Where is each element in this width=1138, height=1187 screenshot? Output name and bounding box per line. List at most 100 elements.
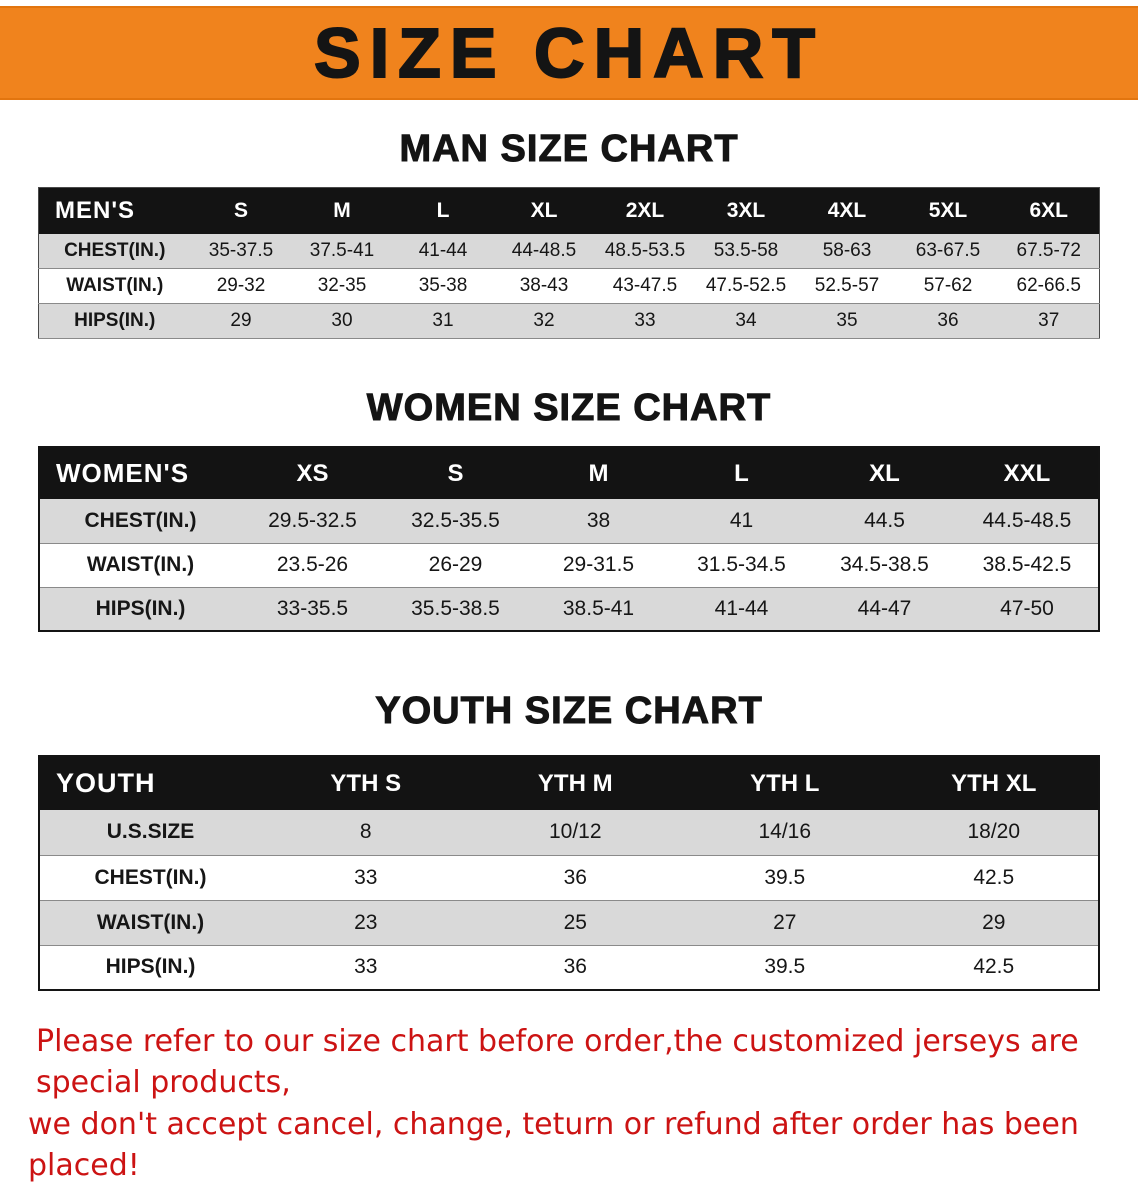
size-column-header: S <box>447 459 464 487</box>
size-value-cell: 36 <box>563 865 587 889</box>
size-table-row: WAIST(IN.) 23.5-26 26-29 29-31.5 31.5-34.5 34… <box>39 543 1099 587</box>
size-column-header: 6XL <box>1029 198 1068 222</box>
notice-line-2: we don't accept cancel, change, teturn o… <box>28 1106 1079 1184</box>
size-value-cell: 29 <box>230 310 252 331</box>
size-value-cell: 32.5-35.5 <box>411 508 500 532</box>
size-column-header: M <box>588 459 609 487</box>
size-column-header: S <box>233 198 248 222</box>
size-column-header: 5XL <box>928 198 968 222</box>
measurement-label: HIPS(IN.) <box>74 310 156 331</box>
size-value-cell: 8 <box>359 820 372 844</box>
size-value-cell: 33 <box>634 310 656 331</box>
table-corner-label: MEN'S <box>55 196 136 224</box>
men-size-section: MAN SIZE CHART MEN'S S M L XL 2XL 3XL 4XL 5XL 6XL… <box>0 128 1138 339</box>
notice-line-1: Please refer to our size chart before or… <box>36 1024 1079 1101</box>
size-value-cell: 29 <box>982 910 1006 934</box>
size-value-cell: 48.5-53.5 <box>604 239 686 261</box>
size-column-header: YTH M <box>537 769 613 797</box>
size-value-cell: 23.5-26 <box>276 553 349 576</box>
size-column-header: 2XL <box>625 198 665 222</box>
size-value-cell: 26-29 <box>428 553 483 576</box>
size-table-row: CHEST(IN.) 29.5-32.5 32.5-35.5 38 41 44.5 44.5… <box>39 499 1099 543</box>
youth-size-table: YOUTH YTH S YTH M YTH L YTH XL U.S.SIZE 8 10/12… <box>38 755 1100 991</box>
size-table-row: CHEST(IN.) 33 36 39.5 42.5 <box>39 855 1099 900</box>
size-value-cell: 35-37.5 <box>208 239 274 261</box>
men-size-table: MEN'S S M L XL 2XL 3XL 4XL 5XL 6XL CHEST(IN.) 35-37… <box>38 187 1100 339</box>
measurement-label: CHEST(IN.) <box>64 239 166 261</box>
size-table-header-row: WOMEN'S XS S M L XL XXL <box>39 447 1099 499</box>
size-value-cell: 29.5-32.5 <box>268 508 357 532</box>
size-value-cell: 32-35 <box>317 275 367 296</box>
size-value-cell: 30 <box>331 310 353 331</box>
youth-size-section: YOUTH SIZE CHART YOUTH YTH S YTH M YTH L YTH… <box>0 690 1138 991</box>
youth-section-heading: YOUTH SIZE CHART <box>375 690 763 733</box>
size-value-cell: 52.5-57 <box>814 275 880 296</box>
measurement-label: CHEST(IN.) <box>84 508 197 532</box>
size-column-header: XL <box>869 459 900 487</box>
size-column-header: YTH S <box>330 769 402 797</box>
table-corner-label: YOUTH <box>56 768 156 798</box>
size-value-cell: 62-66.5 <box>1016 275 1081 296</box>
size-value-cell: 29-31.5 <box>562 553 635 576</box>
size-value-cell: 41-44 <box>418 239 468 261</box>
size-table-row: HIPS(IN.) 29 30 31 32 33 34 35 36 37 <box>38 303 1100 339</box>
size-value-cell: 36 <box>563 955 587 979</box>
size-value-cell: 38.5-42.5 <box>982 553 1072 576</box>
size-column-header: L <box>734 459 749 487</box>
size-table-row: HIPS(IN.) 33-35.5 35.5-38.5 38.5-41 41-44 44-… <box>39 587 1099 631</box>
size-value-cell: 29-32 <box>216 275 266 296</box>
size-table-row: WAIST(IN.) 29-32 32-35 35-38 38-43 43-47.5 47.… <box>38 268 1100 304</box>
size-value-cell: 42.5 <box>973 865 1015 889</box>
measurement-label: WAIST(IN.) <box>66 275 164 296</box>
size-column-header: 3XL <box>726 198 766 222</box>
size-value-cell: 47-50 <box>1000 596 1054 620</box>
size-value-cell: 39.5 <box>764 865 806 889</box>
size-value-cell: 36 <box>937 310 959 331</box>
size-table-row: CHEST(IN.) 35-37.5 37.5-41 41-44 44-48.5 48.5… <box>38 233 1100 269</box>
size-value-cell: 34.5-38.5 <box>840 553 929 576</box>
size-value-cell: 33-35.5 <box>276 596 349 620</box>
size-value-cell: 18/20 <box>967 820 1021 844</box>
size-column-header: L <box>436 198 450 222</box>
size-value-cell: 41 <box>729 508 754 532</box>
size-column-header: XL <box>530 198 558 222</box>
size-value-cell: 57-62 <box>923 275 973 296</box>
order-notice: Please refer to our size chart before or… <box>28 1021 1112 1187</box>
size-value-cell: 41-44 <box>714 596 769 620</box>
size-value-cell: 42.5 <box>973 955 1015 979</box>
size-value-cell: 34 <box>735 310 757 331</box>
size-value-cell: 37 <box>1038 310 1060 331</box>
size-column-header: 4XL <box>827 198 867 222</box>
measurement-label: HIPS(IN.) <box>105 955 196 979</box>
size-value-cell: 37.5-41 <box>309 239 375 261</box>
women-section-heading: WOMEN SIZE CHART <box>366 387 772 430</box>
women-size-section: WOMEN SIZE CHART WOMEN'S XS S M L XL XXL CHEST(… <box>0 387 1138 632</box>
size-chart-banner: SIZE CHART <box>0 6 1138 100</box>
size-value-cell: 39.5 <box>764 955 806 979</box>
size-chart-page: SIZE CHART MAN SIZE CHART MEN'S S M L XL 2XL 3… <box>0 6 1138 1187</box>
size-table-header-row: MEN'S S M L XL 2XL 3XL 4XL 5XL 6XL <box>38 187 1100 234</box>
size-column-header: XXL <box>1003 459 1051 487</box>
size-value-cell: 27 <box>773 910 797 934</box>
size-column-header: YTH XL <box>951 769 1037 797</box>
size-value-cell: 53.5-58 <box>713 239 779 261</box>
size-value-cell: 14/16 <box>758 820 812 844</box>
measurement-label: WAIST(IN.) <box>86 553 195 576</box>
size-table-header-row: YOUTH YTH S YTH M YTH L YTH XL <box>39 756 1099 810</box>
size-value-cell: 32 <box>533 310 555 331</box>
measurement-label: HIPS(IN.) <box>95 596 186 620</box>
size-value-cell: 38.5-41 <box>562 596 635 620</box>
size-value-cell: 25 <box>563 910 587 934</box>
size-value-cell: 38 <box>586 508 611 532</box>
size-column-header: XS <box>296 459 329 487</box>
men-section-heading: MAN SIZE CHART <box>399 128 739 171</box>
size-value-cell: 31 <box>432 310 454 331</box>
size-value-cell: 44.5-48.5 <box>982 508 1072 532</box>
size-column-header: M <box>333 198 351 222</box>
size-value-cell: 23 <box>354 910 378 934</box>
size-table-row: WAIST(IN.) 23 25 27 29 <box>39 900 1099 945</box>
size-value-cell: 33 <box>354 865 378 889</box>
size-value-cell: 44-48.5 <box>511 239 577 261</box>
size-value-cell: 38-43 <box>519 275 569 296</box>
size-value-cell: 33 <box>354 955 378 979</box>
